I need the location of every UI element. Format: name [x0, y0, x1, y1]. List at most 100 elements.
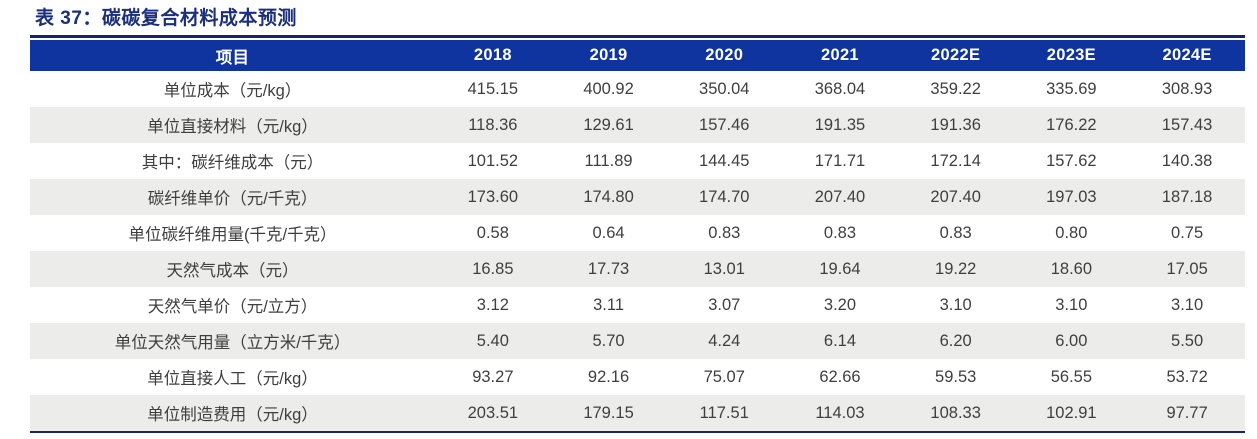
cell-value: 97.77: [1166, 403, 1208, 422]
cell-value: 118.36: [468, 115, 518, 134]
row-label: 单位碳纤维用量(千克/千克）: [128, 226, 337, 244]
report-table-section: 表 37：碳碳复合材料成本预测 项目 2018 2019 2020 2021 2022E 2…: [0, 3, 1257, 439]
cell-value: 92.16: [587, 367, 630, 386]
row-label: 其中：碳纤维成本（元）: [141, 154, 324, 172]
cell-value: 17.05: [1166, 259, 1208, 278]
cell-value: 102.91: [1046, 403, 1097, 422]
cell-value: 203.51: [467, 403, 519, 422]
table-row: 单位直接人工（元/kg） 93.27 92.16 75.07 62.66 59.53 56.…: [30, 359, 1245, 395]
cell-value: 140.38: [1161, 151, 1213, 170]
cell-value: 3.07: [708, 295, 741, 314]
cell-value: 335.69: [1046, 79, 1097, 98]
row-label: 单位成本（元/kg）: [163, 82, 302, 100]
row-label: 单位直接人工（元/kg）: [147, 370, 318, 388]
cell-value: 17.73: [587, 259, 630, 278]
cell-value: 157.43: [1161, 115, 1213, 134]
cell-value: 6.00: [1055, 331, 1088, 350]
cell-value: 0.83: [708, 223, 741, 242]
cell-value: 350.04: [699, 79, 750, 98]
cell-value: 6.14: [823, 331, 857, 350]
cell-value: 3.20: [823, 295, 857, 314]
table-row: 单位碳纤维用量(千克/千克） 0.58 0.64 0.83 0.83 0.83 0.80 0.…: [30, 215, 1245, 251]
cell-value: 3.10: [1055, 295, 1088, 314]
cost-table: 项目 2018 2019 2020 2021 2022E 2023E 2024E 单位成本（元…: [30, 40, 1245, 431]
cell-value: 16.85: [472, 259, 514, 278]
cell-value: 415.15: [467, 79, 519, 98]
cell-value: 172.14: [930, 151, 981, 170]
cell-value: 368.04: [814, 79, 866, 98]
cell-value: 53.72: [1166, 367, 1208, 386]
cell-value: 111.89: [584, 151, 633, 170]
row-label: 碳纤维单价（元/千克）: [147, 190, 318, 208]
cell-value: 108.33: [930, 403, 981, 422]
cell-value: 0.64: [592, 223, 625, 242]
cell-value: 144.45: [699, 151, 750, 170]
cell-value: 75.07: [703, 367, 745, 386]
cell-value: 62.66: [819, 367, 861, 386]
table-row: 天然气成本（元） 16.85 17.73 13.01 19.64 19.22 18.60 17…: [30, 251, 1245, 287]
table-header-row: 项目 2018 2019 2020 2021 2022E 2023E 2024E: [30, 40, 1245, 71]
column-header-item: 项目: [30, 40, 435, 71]
cell-value: 114.03: [815, 403, 865, 422]
table-header: 项目 2018 2019 2020 2021 2022E 2023E 2024E: [30, 40, 1245, 71]
row-label: 单位制造费用（元/kg）: [147, 406, 318, 424]
table-row: 单位制造费用（元/kg） 203.51 179.15 117.51 114.03 108.…: [30, 395, 1245, 431]
table-body: 单位成本（元/kg） 415.15 400.92 350.04 368.04 359.22…: [30, 71, 1245, 431]
table-bottom-rule: [30, 431, 1245, 433]
cell-value: 59.53: [935, 367, 977, 386]
cell-value: 5.50: [1171, 331, 1204, 350]
cell-value: 0.83: [939, 223, 972, 242]
column-header-year: 2020: [666, 40, 783, 71]
page-title: 表 37：碳碳复合材料成本预测: [35, 8, 297, 29]
cell-value: 191.36: [930, 115, 981, 134]
cell-value: 179.15: [583, 403, 634, 422]
column-header-year: 2022E: [897, 40, 1014, 71]
cell-value: 176.22: [1046, 115, 1097, 134]
cell-value: 5.70: [592, 331, 625, 350]
cell-value: 3.11: [593, 295, 624, 314]
cell-value: 308.93: [1161, 79, 1213, 98]
cell-value: 359.22: [930, 79, 981, 98]
cell-value: 197.03: [1046, 187, 1097, 206]
cell-value: 5.40: [476, 331, 509, 350]
column-header-year: 2023E: [1013, 40, 1130, 71]
cell-value: 191.35: [814, 115, 866, 134]
table-row: 其中：碳纤维成本（元） 101.52 111.89 144.45 171.71 172.1…: [30, 143, 1245, 179]
cell-value: 207.40: [814, 187, 866, 206]
row-label: 天然气单价（元/立方）: [147, 298, 318, 316]
table-top-rule: [30, 35, 1245, 38]
cell-value: 400.92: [583, 79, 634, 98]
table-row: 单位直接材料（元/kg） 118.36 129.61 157.46 191.35 191.…: [30, 107, 1245, 143]
cell-value: 187.18: [1161, 187, 1213, 206]
column-header-year: 2021: [782, 40, 898, 71]
cell-value: 19.22: [935, 259, 977, 278]
table-row: 天然气单价（元/立方） 3.12 3.11 3.07 3.20 3.10 3.10 3.10: [30, 287, 1245, 323]
cell-value: 18.60: [1050, 259, 1093, 278]
cell-value: 157.62: [1046, 151, 1097, 170]
row-label: 单位天然气用量（立方米/千克）: [114, 334, 351, 352]
cell-value: 0.58: [476, 223, 509, 242]
row-label: 单位直接材料（元/kg）: [147, 118, 318, 136]
row-label: 天然气成本（元）: [166, 262, 299, 280]
cell-value: 0.83: [823, 223, 857, 242]
cell-value: 207.40: [930, 187, 981, 206]
table-row: 单位成本（元/kg） 415.15 400.92 350.04 368.04 359.22…: [30, 71, 1245, 107]
cell-value: 101.52: [467, 151, 519, 170]
cell-value: 129.61: [583, 115, 634, 134]
cell-value: 3.10: [1171, 295, 1204, 314]
column-header-year: 2024E: [1129, 40, 1245, 71]
column-header-year: 2018: [435, 40, 551, 71]
cell-value: 13.01: [703, 259, 745, 278]
cell-value: 117.51: [699, 403, 749, 422]
cell-value: 6.20: [939, 331, 972, 350]
column-header-year: 2019: [550, 40, 667, 71]
cell-value: 174.70: [699, 187, 750, 206]
cell-value: 157.46: [699, 115, 750, 134]
cell-value: 56.55: [1050, 367, 1093, 386]
cell-value: 0.80: [1055, 223, 1088, 242]
cell-value: 171.71: [814, 151, 866, 170]
cell-value: 3.12: [476, 295, 509, 314]
cell-value: 0.75: [1171, 223, 1204, 242]
cell-value: 3.10: [939, 295, 972, 314]
cell-value: 4.24: [708, 331, 741, 350]
